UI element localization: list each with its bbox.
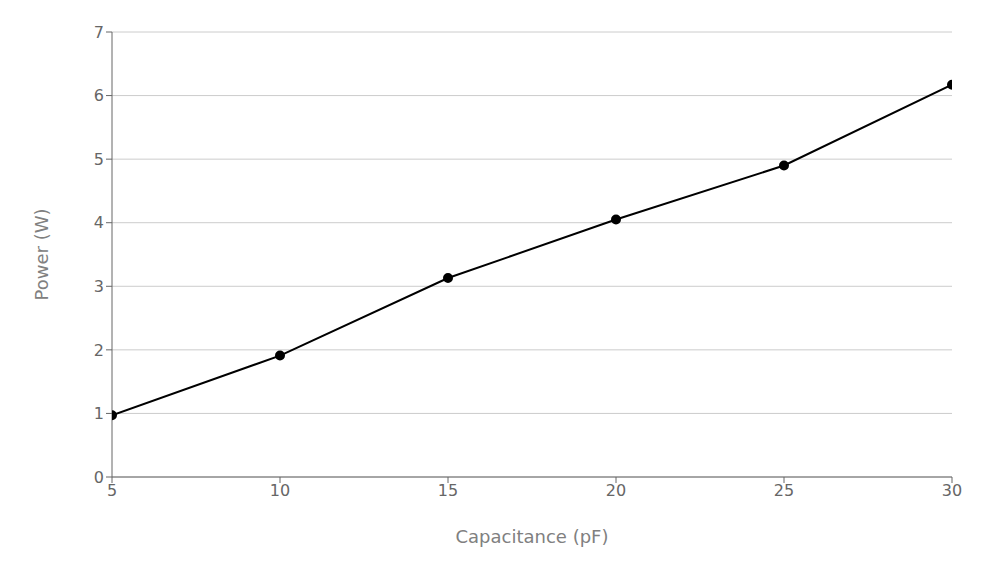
svg-text:5: 5 bbox=[94, 150, 104, 169]
svg-text:15: 15 bbox=[438, 481, 458, 500]
svg-text:1: 1 bbox=[94, 404, 104, 423]
svg-text:Capacitance (pF): Capacitance (pF) bbox=[456, 526, 609, 547]
svg-text:5: 5 bbox=[107, 481, 117, 500]
svg-text:10: 10 bbox=[270, 481, 290, 500]
svg-text:30: 30 bbox=[942, 481, 962, 500]
svg-text:2: 2 bbox=[94, 341, 104, 360]
svg-text:7: 7 bbox=[94, 23, 104, 42]
svg-text:6: 6 bbox=[94, 86, 104, 105]
svg-text:25: 25 bbox=[774, 481, 794, 500]
svg-text:20: 20 bbox=[606, 481, 626, 500]
svg-text:Power (W): Power (W) bbox=[31, 209, 52, 301]
svg-text:0: 0 bbox=[94, 468, 104, 487]
svg-text:3: 3 bbox=[94, 277, 104, 296]
svg-text:4: 4 bbox=[94, 213, 104, 232]
